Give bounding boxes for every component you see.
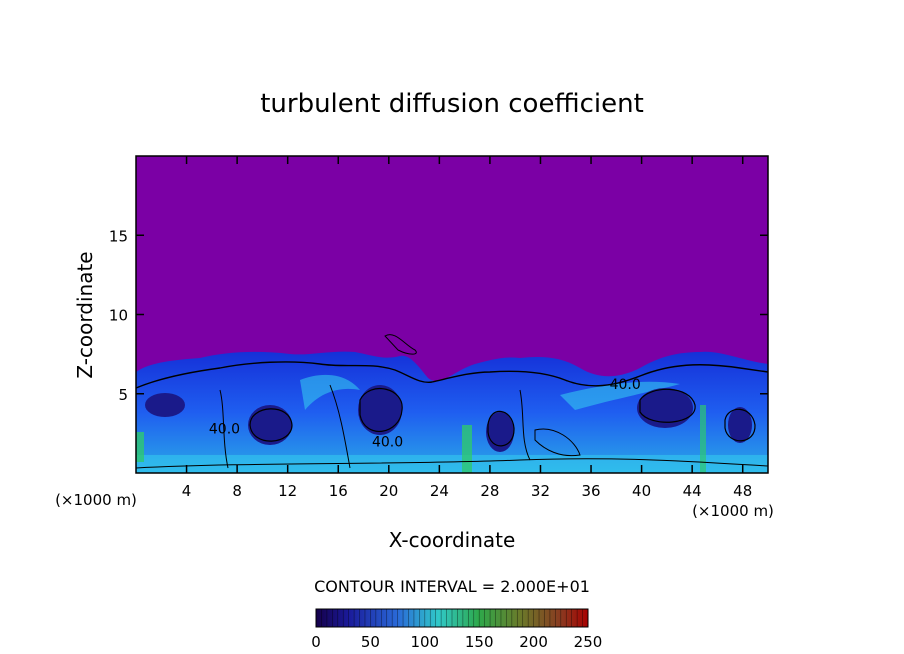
contour-line: [519, 389, 531, 461]
cyan-streak: [560, 381, 680, 410]
x-axis-label: X-coordinate: [389, 528, 516, 552]
colorbar-stripes: [321, 609, 583, 627]
green-patch: [462, 425, 472, 473]
colorbar-tick-labels: 0 50 100 150 200 250: [311, 633, 602, 651]
y-axis-ticks: 5 10 15: [109, 227, 768, 404]
colorbar-tick-label: 50: [361, 633, 380, 651]
x-tick-label: 44: [683, 482, 702, 500]
green-patch: [700, 405, 706, 473]
x-tick-label: 40: [632, 482, 651, 500]
y-tick-label: 10: [109, 307, 128, 325]
contour-line: [249, 408, 293, 442]
contour-line: [724, 408, 756, 442]
colorbar: 0 50 100 150 200 250: [311, 608, 602, 651]
colorbar-tick-label: 100: [410, 633, 439, 651]
plot-area: 40.0 40.0 40.0: [135, 155, 769, 474]
contour-line: [359, 388, 403, 432]
y-axis-label: Z-coordinate: [73, 251, 97, 378]
contour-line: [329, 384, 351, 469]
x-axis-ticks: 4 8 12 16 20 24 28 32 36 40 44 48: [182, 156, 752, 500]
chart-title: turbulent diffusion coefficient: [260, 89, 644, 119]
x-tick-label: 28: [480, 482, 499, 500]
x-tick-label: 48: [733, 482, 752, 500]
x-tick-label: 32: [531, 482, 550, 500]
contour-interval-label: CONTOUR INTERVAL = 2.000E+01: [314, 577, 590, 596]
x-tick-label: 20: [379, 482, 398, 500]
contour-line: [487, 410, 515, 447]
turbulent-layer: [136, 334, 768, 473]
contour-line: [639, 388, 696, 423]
green-patch: [136, 432, 144, 462]
x-tick-label: 8: [232, 482, 242, 500]
y-tick-label: 5: [118, 386, 128, 404]
x-unit-right: (×1000 m): [692, 502, 774, 520]
eddy-core: [637, 388, 693, 428]
contour-line: [384, 334, 417, 355]
x-tick-label: 12: [278, 482, 297, 500]
eddy-core: [728, 407, 752, 443]
contour-line: [219, 389, 229, 469]
colorbar-tick-label: 200: [519, 633, 548, 651]
eddy-core: [145, 393, 185, 417]
contour-value-label: 40.0: [209, 422, 240, 438]
x-tick-label: 36: [581, 482, 600, 500]
eddy-core: [358, 385, 402, 435]
y-tick-label: 15: [109, 227, 128, 245]
contour-line: [136, 361, 768, 389]
x-unit-left: (×1000 m): [55, 491, 137, 509]
x-tick-label: 24: [430, 482, 449, 500]
cyan-streak: [300, 374, 360, 410]
colorbar-tick-label: 150: [465, 633, 494, 651]
contour-value-label: 40.0: [372, 434, 403, 450]
contour-line: [136, 458, 768, 469]
turbulent-region: [136, 351, 768, 473]
eddy-core: [486, 412, 514, 452]
x-tick-label: 16: [329, 482, 348, 500]
colorbar-tick-label: 0: [311, 633, 321, 651]
colorbar-tick-label: 250: [574, 633, 603, 651]
contour-line: [534, 428, 581, 457]
x-tick-label: 4: [182, 482, 192, 500]
contour-label-group: 40.0 40.0 40.0: [209, 377, 641, 450]
cyan-streak: [136, 455, 768, 473]
contour-value-label: 40.0: [610, 377, 641, 393]
eddy-core: [248, 405, 292, 445]
